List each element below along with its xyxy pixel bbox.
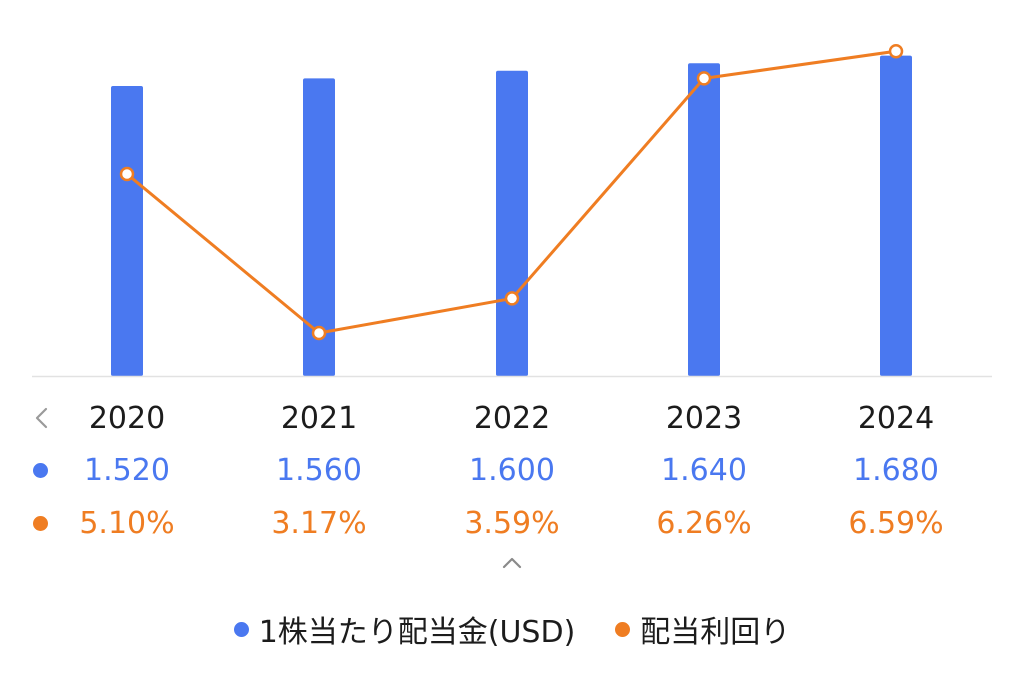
yield-point-2023[interactable] — [696, 71, 712, 86]
legend-item-yield[interactable]: 配当利回り — [615, 607, 790, 651]
dividend-row: 1.520 1.560 1.600 1.640 1.680 — [0, 447, 1024, 495]
chevron-left-icon[interactable] — [30, 400, 54, 436]
yield-value-2020: 5.10% — [79, 506, 175, 541]
chevron-up-icon[interactable] — [498, 553, 526, 573]
yield-point-2021[interactable] — [311, 325, 327, 341]
legend-dot-dividend — [233, 621, 249, 637]
legend-label-dividend: 1株当たり配当金(USD) — [258, 615, 576, 650]
dividend-series-dot — [33, 463, 48, 478]
yield-value-2021: 3.17% — [271, 506, 367, 541]
bar-2022[interactable] — [496, 70, 528, 377]
dividend-value-2022: 1.600 — [469, 453, 555, 488]
legend-dot-yield — [615, 621, 631, 637]
legend-label-yield: 配当利回り — [640, 615, 791, 650]
chart-plot — [32, 43, 992, 378]
yield-series-dot — [33, 516, 48, 531]
year-label-2021: 2021 — [280, 401, 358, 436]
dividend-value-2020: 1.520 — [84, 453, 170, 488]
yield-value-2022: 3.59% — [464, 506, 560, 541]
yield-value-2024: 6.59% — [848, 506, 944, 541]
yield-point-2022[interactable] — [504, 291, 520, 306]
year-row: 2020 2021 2022 2023 2024 — [0, 395, 1024, 443]
bar-2020[interactable] — [111, 86, 143, 376]
yield-row: 5.10% 3.17% 3.59% 6.26% 6.59% — [0, 500, 1024, 548]
legend-item-dividend[interactable]: 1株当たり配当金(USD) — [233, 607, 576, 651]
dividend-value-2024: 1.680 — [853, 453, 939, 488]
yield-value-2023: 6.26% — [656, 506, 752, 541]
dividend-value-2021: 1.560 — [276, 453, 362, 488]
bar-2024[interactable] — [880, 55, 912, 376]
chart-legend: 1株当たり配当金(USD) 配当利回り — [0, 604, 1024, 654]
bar-2021[interactable] — [303, 78, 335, 377]
yield-point-2024[interactable] — [888, 43, 904, 59]
year-label-2023: 2023 — [665, 401, 743, 436]
yield-point-2020[interactable] — [119, 166, 135, 182]
year-label-2020: 2020 — [88, 401, 166, 436]
year-label-2024: 2024 — [857, 401, 935, 436]
dividend-value-2023: 1.640 — [661, 453, 747, 488]
year-label-2022: 2022 — [473, 401, 551, 436]
bar-2023[interactable] — [688, 63, 720, 376]
